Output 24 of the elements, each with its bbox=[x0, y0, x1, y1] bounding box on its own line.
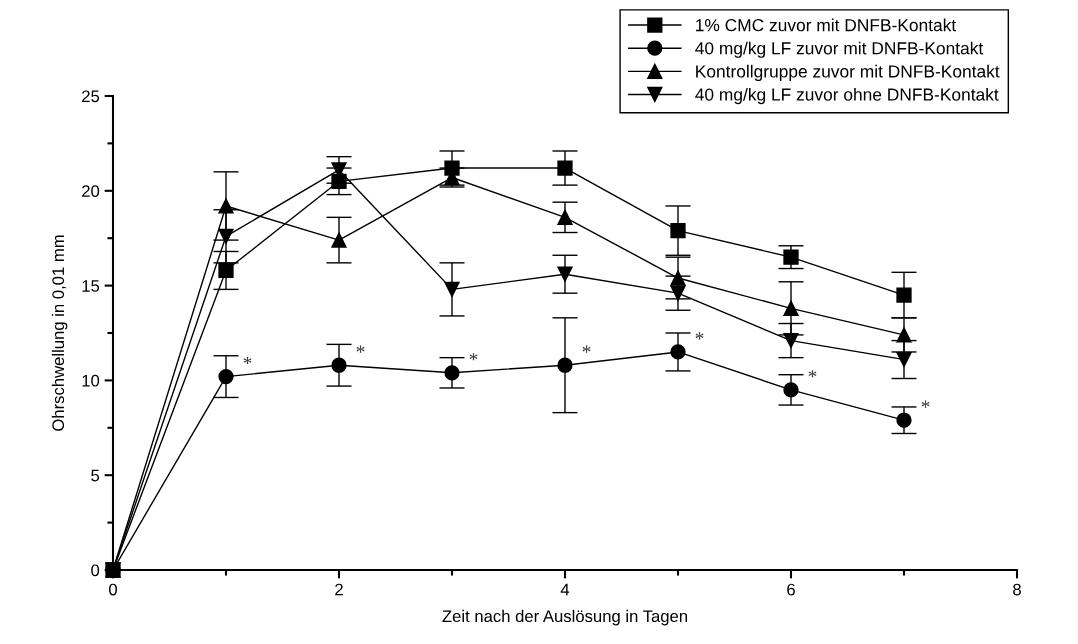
x-tick-label: 0 bbox=[109, 583, 117, 596]
x-tick-label: 2 bbox=[335, 583, 343, 596]
y-tick-label: 20 bbox=[82, 185, 100, 197]
legend-label: 40 mg/kg LF zuvor ohne DNFB-Kontakt bbox=[695, 87, 999, 105]
legend-label: 40 mg/kg LF zuvor mit DNFB-Kontakt bbox=[695, 41, 984, 58]
y-tick-label: 15 bbox=[82, 280, 100, 292]
annotation: * bbox=[808, 370, 817, 378]
x-tick-label: 4 bbox=[560, 583, 570, 596]
legend-label: 1% CMC zuvor mit DNFB-Kontakt bbox=[696, 18, 957, 32]
y-tick-label: 10 bbox=[82, 374, 100, 387]
y-tick-label: 5 bbox=[91, 469, 100, 482]
annotation: * bbox=[469, 353, 478, 361]
y-tick-label: 0 bbox=[91, 564, 100, 577]
y-tick-label: 25 bbox=[82, 90, 100, 103]
y-axis-title: Ohrschwellung in 0,01 mm bbox=[51, 235, 68, 431]
annotation: * bbox=[695, 332, 704, 340]
annotation: * bbox=[356, 345, 365, 353]
x-axis-title: Zeit nach der Auslösung in Tagen bbox=[442, 609, 688, 626]
legend-label: Kontrollgruppe zuvor mit DNFB-Kontakt bbox=[696, 64, 1000, 81]
annotation: * bbox=[582, 345, 591, 353]
annotation: * bbox=[921, 400, 930, 408]
x-tick-label: 8 bbox=[1013, 583, 1021, 596]
x-tick-label: 6 bbox=[787, 583, 795, 596]
annotation: * bbox=[243, 356, 252, 365]
